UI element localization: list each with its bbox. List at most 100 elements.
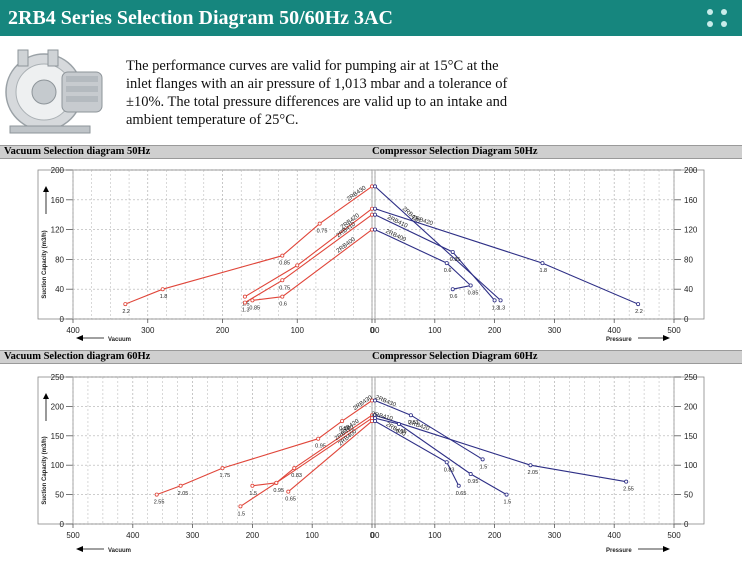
x-tick-label: 300 — [186, 531, 200, 540]
x-tick-label: 100 — [428, 326, 442, 335]
data-point — [468, 283, 473, 288]
series-line-2rb400 — [374, 420, 460, 487]
data-point — [160, 287, 165, 292]
data-point — [274, 480, 279, 485]
y-tick-label-left: 80 — [55, 255, 64, 264]
x-axis-title-pressure: Pressure — [606, 337, 632, 343]
y-tick-label-left: 120 — [51, 226, 65, 235]
data-point — [123, 302, 128, 307]
series-label-2rb420: 2RB420 — [408, 420, 431, 433]
data-point — [468, 472, 473, 477]
point-label: 0.83 — [291, 473, 302, 479]
data-point — [250, 483, 255, 488]
point-label: 1.3 — [492, 305, 500, 311]
dots-grid-icon[interactable] — [705, 7, 731, 29]
vacuum-60hz-title: Vacuum Selection diagram 60Hz — [4, 351, 151, 362]
data-point — [408, 413, 413, 418]
data-point — [540, 261, 545, 266]
point-label: 0.95 — [273, 488, 284, 494]
pressure-arrowhead — [663, 546, 670, 552]
dot — [707, 9, 713, 15]
point-label: 0.95 — [396, 429, 407, 435]
series-line-2rb420 — [374, 208, 639, 305]
point-label: 2.05 — [527, 470, 538, 476]
y-tick-label-left: 250 — [51, 373, 65, 382]
side-channel-blower-image — [5, 49, 103, 134]
point-label: 1.75 — [220, 473, 231, 479]
point-label: 2.2 — [635, 309, 643, 315]
x-tick-label: 300 — [548, 326, 562, 335]
data-point — [250, 298, 255, 303]
y-tick-label-left: 100 — [51, 461, 65, 470]
dot — [721, 21, 727, 27]
y-tick-label-right: 0 — [684, 520, 689, 529]
data-point — [295, 263, 300, 268]
data-point — [456, 483, 461, 488]
x-tick-label: 500 — [667, 531, 681, 540]
data-point — [242, 294, 247, 299]
point-label: 0.85 — [468, 290, 479, 296]
x-axis-title-vacuum: Vacuum — [108, 548, 131, 554]
data-point — [624, 479, 629, 484]
y-tick-label-left: 160 — [51, 196, 65, 205]
data-point — [480, 457, 485, 462]
y-tick-label-left: 0 — [60, 520, 65, 529]
data-point — [372, 398, 377, 403]
data-point — [444, 261, 449, 266]
data-point — [498, 298, 503, 303]
data-point — [528, 463, 533, 468]
data-point — [444, 460, 449, 465]
data-point — [372, 212, 377, 217]
vacuum-arrowhead — [76, 546, 83, 552]
x-tick-label: 400 — [66, 326, 80, 335]
series-label-2rb420: 2RB420 — [411, 215, 434, 228]
x-tick-label: 200 — [488, 531, 502, 540]
dot — [707, 21, 713, 27]
x-tick-label: 400 — [608, 531, 622, 540]
x-tick-label: 300 — [141, 326, 155, 335]
x-tick-label: 0 — [370, 326, 375, 335]
point-label: 1.3 — [498, 305, 506, 311]
data-point — [292, 466, 297, 471]
series-line-2rb420 — [252, 414, 373, 487]
x-tick-label: 300 — [548, 531, 562, 540]
point-label: 0.65 — [285, 497, 296, 503]
data-point — [178, 483, 183, 488]
point-label: 0.83 — [444, 467, 455, 473]
y-tick-label-right: 120 — [684, 226, 698, 235]
y-axis-title: Suction Capacity (m3/h) — [42, 230, 48, 298]
compressor-50hz-title: Compressor Selection Diagram 50Hz — [372, 146, 538, 157]
x-tick-label: 400 — [126, 531, 140, 540]
point-label: 1.5 — [249, 491, 257, 497]
point-label: 1.8 — [539, 268, 547, 274]
y-axis-arrowhead — [43, 186, 49, 192]
point-label: 2.55 — [623, 487, 634, 493]
vacuum-arrowhead — [76, 335, 83, 341]
series-line-2rb430 — [156, 400, 373, 496]
point-label: 0.83 — [339, 426, 350, 432]
x-tick-label: 100 — [291, 326, 305, 335]
y-tick-label-left: 50 — [55, 491, 64, 500]
series-line-2rb430 — [374, 185, 501, 301]
data-point — [154, 492, 159, 497]
x-tick-label: 200 — [246, 531, 260, 540]
point-label: 0.83 — [408, 420, 419, 426]
series-label-2rb400: 2RB400 — [384, 229, 407, 244]
intro-text: The performance curves are valid for pum… — [126, 58, 508, 128]
point-label: 0.75 — [317, 229, 328, 235]
compressor-60hz-title: Compressor Selection Diagram 60Hz — [372, 351, 538, 362]
series-label-2rb430: 2RB430 — [352, 394, 374, 412]
data-point — [636, 302, 641, 307]
point-label: 2.55 — [154, 500, 165, 506]
point-label: 0.6 — [450, 294, 458, 300]
x-tick-label: 200 — [216, 326, 230, 335]
series-label-2rb410: 2RB410 — [371, 411, 394, 422]
point-label: 0.65 — [456, 491, 467, 497]
series-line-2rb400 — [287, 420, 373, 493]
data-point — [450, 287, 455, 292]
data-point — [280, 278, 285, 283]
y-tick-label-left: 200 — [51, 402, 65, 411]
point-label: 1.3 — [242, 308, 250, 314]
data-point — [280, 294, 285, 299]
